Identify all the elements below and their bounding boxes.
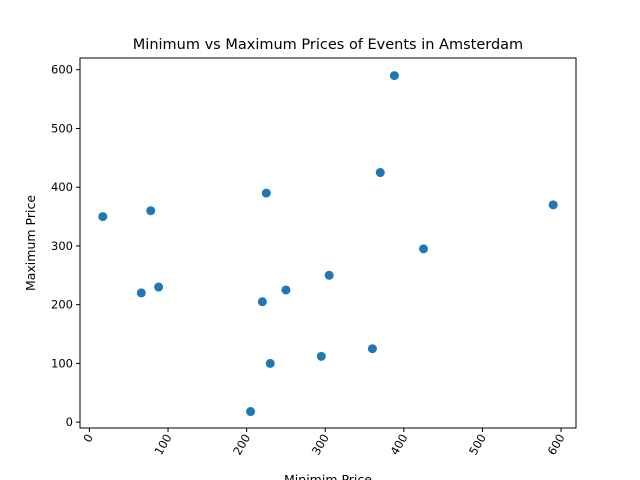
data-point-9	[281, 285, 291, 295]
plot-frame	[79, 57, 577, 429]
y-tick-label-400: 400	[51, 180, 73, 194]
data-point-15	[419, 244, 429, 254]
y-tick-label-500: 500	[51, 121, 73, 135]
y-tick-label-200: 200	[51, 298, 73, 312]
x-axis-label: Minimim Price	[284, 472, 372, 480]
data-point-4	[154, 282, 164, 292]
data-point-16	[548, 200, 558, 210]
y-tick-label-300: 300	[51, 239, 73, 253]
chart-title: Minimum vs Maximum Prices of Events in A…	[133, 37, 523, 53]
data-point-1	[98, 212, 108, 222]
data-point-7	[261, 188, 271, 198]
data-point-6	[257, 297, 267, 307]
data-point-12	[367, 344, 377, 354]
data-point-8	[265, 358, 275, 368]
data-point-5	[246, 407, 256, 417]
data-point-10	[316, 351, 326, 361]
data-point-11	[324, 270, 334, 280]
y-tick-label-100: 100	[51, 356, 73, 370]
y-axis-label: Maximum Price	[23, 195, 38, 291]
data-point-14	[389, 71, 399, 81]
y-tick-label-0: 0	[66, 415, 73, 429]
data-point-2	[136, 288, 146, 298]
data-point-13	[375, 168, 385, 178]
points-layer	[98, 71, 558, 417]
data-point-3	[146, 206, 156, 216]
y-tick-label-600: 600	[51, 63, 73, 77]
